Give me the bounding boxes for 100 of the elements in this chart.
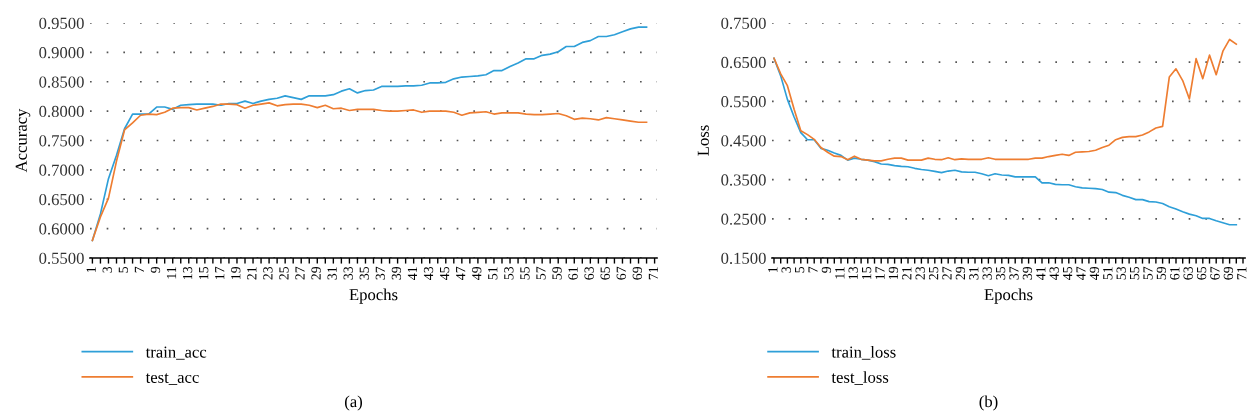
x-tick-label: 11 — [166, 267, 177, 279]
x-tick-label: 71 — [648, 267, 658, 280]
x-tick-label: 5 — [795, 266, 805, 273]
x-tick-label: 13 — [182, 266, 193, 279]
x-tick-label: 5 — [118, 266, 129, 273]
y-tick-label: 0.6000 — [39, 223, 84, 235]
x-tick-label: 39 — [391, 266, 402, 280]
y-tick-label: 0.3500 — [721, 174, 766, 186]
x-tick-label: 69 — [1223, 266, 1234, 280]
x-tick-label: 19 — [231, 266, 241, 279]
x-tick-label: 1 — [768, 267, 778, 273]
x-tick-label: 55 — [1130, 266, 1140, 280]
x-tick-label: 31 — [969, 267, 979, 280]
x-tick-label: 7 — [134, 266, 144, 273]
x-tick-label: 67 — [1210, 266, 1220, 280]
x-tick-label: 15 — [861, 266, 872, 279]
legend-label: train_loss — [831, 345, 896, 360]
y-axis-title: Loss — [697, 125, 709, 156]
x-tick-label: 43 — [423, 266, 434, 280]
x-tick-label: 65 — [600, 266, 610, 280]
x-tick-label: 1 — [86, 267, 96, 273]
x-tick-label: 41 — [1036, 267, 1046, 280]
y-tick-label: 0.1500 — [721, 252, 766, 265]
x-tick-label: 15 — [199, 266, 209, 279]
x-tick-label: 63 — [1183, 266, 1193, 280]
y-tick-label: 0.7500 — [721, 17, 766, 30]
y-tick-label: 0.9000 — [39, 47, 84, 59]
x-tick-label: 71 — [1237, 267, 1247, 280]
y-tick-label: 0.2500 — [721, 213, 766, 225]
x-tick-label: 23 — [263, 266, 273, 280]
x-tick-label: 63 — [584, 266, 594, 280]
x-tick-label: 11 — [835, 267, 845, 279]
x-tick-label: 21 — [247, 267, 257, 280]
x-tick-label: 9 — [821, 266, 832, 273]
x-tick-label: 59 — [1156, 266, 1167, 280]
x-tick-label: 17 — [215, 266, 225, 279]
y-tick-label: 0.7000 — [39, 164, 84, 176]
x-tick-label: 53 — [1116, 266, 1126, 280]
x-tick-label: 47 — [1076, 266, 1086, 280]
x-tick-label: 33 — [982, 266, 992, 280]
line-series — [91, 102, 648, 242]
y-tick-label: 0.8500 — [39, 76, 84, 88]
x-tick-label: 47 — [456, 266, 466, 280]
x-tick-label: 39 — [1022, 266, 1033, 280]
x-tick-label: 17 — [875, 266, 885, 279]
legend-label: test_acc — [145, 373, 199, 385]
x-tick-label: 41 — [407, 267, 417, 280]
x-tick-label: 3 — [102, 266, 112, 273]
y-tick-label: 0.7500 — [39, 135, 84, 147]
x-axis-title: Epochs — [984, 288, 1033, 304]
y-tick-label: 0.5500 — [721, 96, 766, 108]
x-tick-label: 25 — [928, 266, 939, 280]
y-tick-label: 0.4500 — [721, 135, 766, 147]
x-tick-label: 45 — [439, 266, 450, 280]
line-series — [773, 38, 1238, 162]
x-tick-label: 33 — [343, 266, 353, 280]
x-tick-label: 13 — [848, 266, 858, 279]
x-tick-label: 61 — [1170, 267, 1180, 280]
y-tick-label: 0.6500 — [721, 56, 766, 69]
x-tick-label: 35 — [359, 266, 369, 280]
x-tick-label: 53 — [504, 266, 514, 280]
y-tick-label: 0.9500 — [39, 17, 84, 30]
x-tick-label: 37 — [375, 266, 386, 280]
x-tick-label: 61 — [568, 267, 578, 280]
x-tick-label: 65 — [1196, 266, 1207, 280]
x-tick-label: 23 — [915, 266, 925, 280]
x-tick-label: 43 — [1049, 266, 1059, 280]
legend-label: train_acc — [145, 346, 207, 360]
x-axis-title: Epochs — [349, 288, 398, 304]
x-tick-label: 37 — [1009, 266, 1019, 280]
x-tick-label: 45 — [1062, 266, 1073, 280]
y-axis-title: Accuracy — [15, 108, 31, 173]
x-tick-label: 29 — [955, 266, 966, 280]
x-tick-label: 69 — [632, 266, 642, 280]
text: (b) — [979, 395, 998, 411]
y-tick-label: 0.6500 — [39, 193, 84, 206]
x-tick-label: 27 — [942, 266, 952, 280]
x-tick-label: 21 — [902, 267, 912, 280]
x-tick-label: 31 — [327, 267, 337, 280]
x-tick-label: 57 — [1143, 266, 1153, 280]
legend-label: test_loss — [831, 371, 889, 385]
x-tick-label: 19 — [888, 266, 899, 279]
x-tick-label: 51 — [488, 267, 498, 280]
x-tick-label: 49 — [472, 266, 482, 280]
x-tick-label: 25 — [279, 266, 289, 280]
y-tick-label: 0.5500 — [39, 252, 84, 265]
x-tick-label: 59 — [552, 266, 562, 280]
x-tick-label: 67 — [616, 266, 626, 280]
text: (a) — [344, 395, 363, 411]
x-tick-label: 57 — [536, 266, 546, 280]
x-tick-label: 55 — [520, 266, 530, 280]
x-tick-label: 35 — [995, 266, 1006, 280]
x-tick-label: 51 — [1103, 267, 1113, 280]
x-tick-label: 3 — [781, 266, 791, 273]
x-tick-label: 9 — [150, 266, 161, 273]
y-tick-label: 0.8000 — [39, 105, 84, 118]
x-tick-label: 29 — [311, 266, 321, 280]
x-tick-label: 49 — [1089, 266, 1100, 280]
x-tick-label: 27 — [295, 266, 305, 280]
x-tick-label: 7 — [808, 266, 818, 273]
